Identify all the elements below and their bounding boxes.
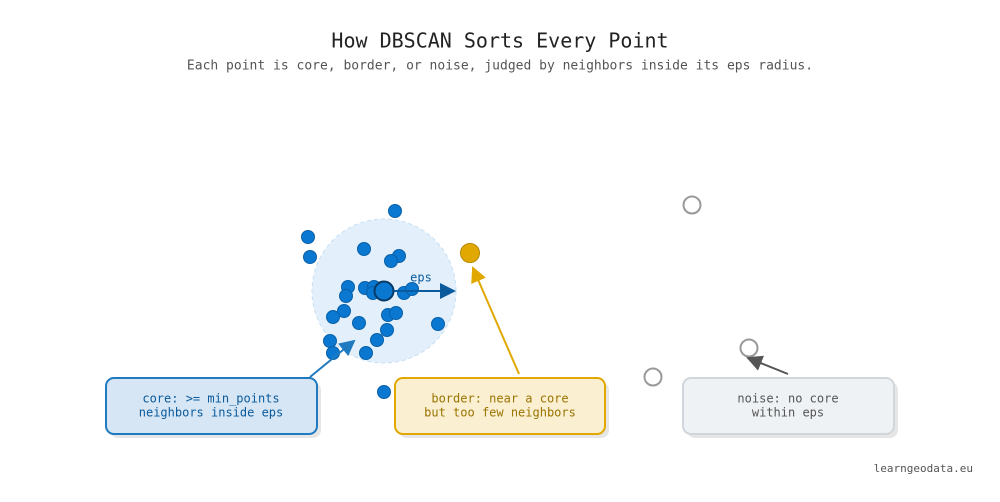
core-point <box>357 242 371 256</box>
title: How DBSCAN Sorts Every Point <box>331 29 668 53</box>
core-arrow <box>309 339 356 378</box>
core-point <box>352 316 366 330</box>
core-point <box>303 250 317 264</box>
border-arrow <box>471 266 520 375</box>
noise-point <box>739 338 759 358</box>
core-point <box>337 304 351 318</box>
core-point <box>323 334 337 348</box>
eps-label: eps <box>410 271 432 285</box>
border-box <box>394 377 606 435</box>
border-text: but too few neighbors <box>424 406 576 420</box>
core-point <box>359 346 373 360</box>
core-point <box>377 385 391 399</box>
core-point <box>388 204 402 218</box>
focus-point <box>373 280 395 302</box>
core-point <box>389 306 403 320</box>
noise-text: noise: no core <box>737 392 838 406</box>
core-point <box>370 333 384 347</box>
core-text: neighbors inside eps <box>139 406 284 420</box>
border-point <box>460 243 480 263</box>
noise-text: within eps <box>752 406 824 420</box>
core-point <box>326 310 340 324</box>
core-text: core: >= min_points <box>142 392 279 406</box>
core-point <box>384 254 398 268</box>
core-point <box>380 323 394 337</box>
points <box>301 195 759 399</box>
footer: learngeodata.eu <box>874 462 973 475</box>
core-point <box>431 317 445 331</box>
core-point <box>339 289 353 303</box>
subtitle: Each point is core, border, or noise, ju… <box>187 59 813 74</box>
noise-box <box>682 377 895 435</box>
noise-point <box>643 367 663 387</box>
core-point <box>405 282 419 296</box>
border-text: border: near a core <box>431 392 568 406</box>
noise-point <box>682 195 702 215</box>
core-point <box>301 230 315 244</box>
core-box <box>105 377 318 435</box>
noise-arrow <box>746 355 789 375</box>
